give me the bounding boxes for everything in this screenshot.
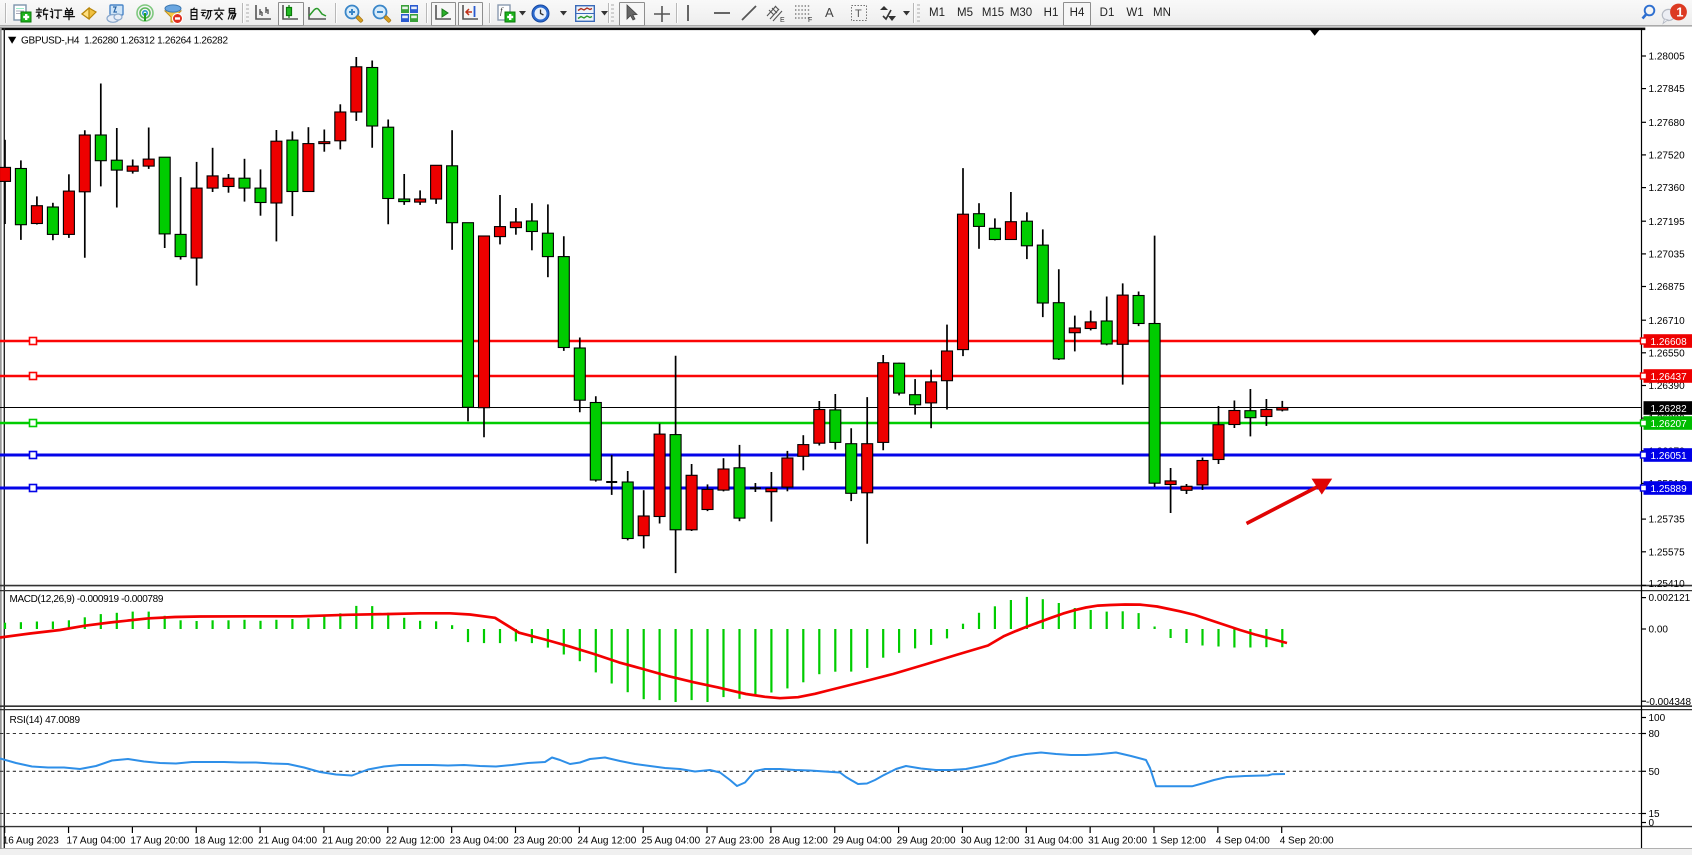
svg-text:31 Aug 04:00: 31 Aug 04:00 (1024, 836, 1083, 847)
svg-text:28 Aug 12:00: 28 Aug 12:00 (769, 836, 828, 847)
svg-text:30 Aug 12:00: 30 Aug 12:00 (960, 836, 1019, 847)
svg-text:1.26051: 1.26051 (1651, 451, 1688, 462)
svg-text:29 Aug 20:00: 29 Aug 20:00 (897, 836, 956, 847)
svg-text:1: 1 (1676, 4, 1683, 19)
svg-text:GBPUSD-,H4 1.26280 1.26312 1.: GBPUSD-,H4 1.26280 1.26312 1.26264 1.262… (21, 36, 228, 47)
svg-text:1.26437: 1.26437 (1651, 372, 1688, 383)
svg-text:1.28005: 1.28005 (1649, 52, 1686, 63)
svg-text:31 Aug 20:00: 31 Aug 20:00 (1088, 836, 1147, 847)
svg-text:4 Sep 20:00: 4 Sep 20:00 (1280, 836, 1334, 847)
svg-text:1.27360: 1.27360 (1649, 183, 1686, 194)
svg-text:F: F (808, 17, 812, 24)
svg-text:1.27520: 1.27520 (1649, 151, 1686, 162)
svg-text:50: 50 (1649, 767, 1661, 778)
svg-text:1.25889: 1.25889 (1651, 484, 1688, 495)
svg-text:21 Aug 04:00: 21 Aug 04:00 (258, 836, 317, 847)
svg-text:T: T (855, 8, 862, 20)
svg-text:1.26608: 1.26608 (1651, 337, 1688, 348)
svg-text:1.27680: 1.27680 (1649, 118, 1686, 129)
svg-text:15: 15 (1649, 809, 1661, 820)
svg-text:0.002121: 0.002121 (1649, 593, 1691, 604)
svg-text:1.25735: 1.25735 (1649, 515, 1686, 526)
svg-text:0: 0 (1649, 818, 1655, 829)
svg-text:4 Sep 04:00: 4 Sep 04:00 (1216, 836, 1270, 847)
svg-text:MACD(12,26,9) -0.000919 -0.000: MACD(12,26,9) -0.000919 -0.000789 (10, 594, 164, 605)
svg-text:f: f (500, 6, 504, 16)
svg-text:23 Aug 04:00: 23 Aug 04:00 (450, 836, 509, 847)
svg-text:1.26207: 1.26207 (1651, 419, 1688, 430)
svg-text:17 Aug 04:00: 17 Aug 04:00 (67, 836, 126, 847)
svg-text:17 Aug 20:00: 17 Aug 20:00 (130, 836, 189, 847)
svg-text:1.27845: 1.27845 (1649, 84, 1686, 95)
svg-text:1.27035: 1.27035 (1649, 250, 1686, 261)
svg-text:RSI(14) 47.0089: RSI(14) 47.0089 (10, 715, 81, 726)
svg-text:1.26390: 1.26390 (1649, 381, 1686, 392)
svg-text:-0.004348: -0.004348 (1646, 697, 1691, 708)
svg-text:1.25575: 1.25575 (1649, 547, 1686, 558)
svg-text:21 Aug 20:00: 21 Aug 20:00 (322, 836, 381, 847)
svg-text:80: 80 (1649, 729, 1661, 740)
svg-text:1.26710: 1.26710 (1649, 316, 1686, 327)
svg-text:16 Aug 2023: 16 Aug 2023 (3, 836, 60, 847)
svg-text:E: E (780, 17, 785, 24)
svg-text:1.26875: 1.26875 (1649, 282, 1686, 293)
svg-text:1.26282: 1.26282 (1651, 404, 1688, 415)
svg-text:23 Aug 20:00: 23 Aug 20:00 (514, 836, 573, 847)
svg-text:24 Aug 12:00: 24 Aug 12:00 (577, 836, 636, 847)
svg-text:27 Aug 23:00: 27 Aug 23:00 (705, 836, 764, 847)
svg-text:1.26550: 1.26550 (1649, 348, 1686, 359)
svg-text:1 Sep 12:00: 1 Sep 12:00 (1152, 836, 1206, 847)
svg-text:0.00: 0.00 (1649, 625, 1669, 636)
svg-text:22 Aug 12:00: 22 Aug 12:00 (386, 836, 445, 847)
svg-text:29 Aug 04:00: 29 Aug 04:00 (833, 836, 892, 847)
svg-text:1.25410: 1.25410 (1649, 579, 1686, 590)
svg-text:25 Aug 04:00: 25 Aug 04:00 (641, 836, 700, 847)
svg-text:100: 100 (1649, 713, 1666, 724)
svg-text:1.27195: 1.27195 (1649, 217, 1686, 228)
svg-text:18 Aug 12:00: 18 Aug 12:00 (194, 836, 253, 847)
